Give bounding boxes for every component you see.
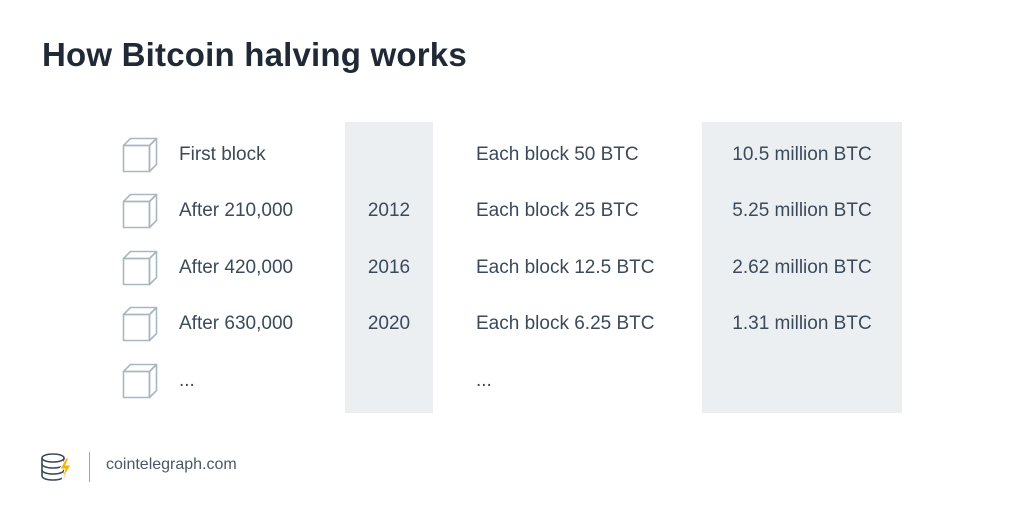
block-cube-icon (122, 363, 158, 399)
block-label: ... (179, 370, 195, 391)
year-column-background (345, 122, 433, 413)
block-reward: Each block 25 BTC (476, 200, 639, 221)
cointelegraph-logo-icon (41, 453, 72, 481)
halving-row: After 630,000 2020 Each block 6.25 BTC 1… (0, 304, 1024, 344)
halving-year: 2020 (367, 313, 411, 334)
total-supply: 10.5 million BTC (732, 144, 872, 165)
block-label: After 210,000 (179, 200, 294, 221)
halving-year (345, 135, 433, 175)
halving-row: ... ... (0, 361, 1024, 401)
total-supply: 1.31 million BTC (732, 313, 872, 334)
block-reward: Each block 6.25 BTC (476, 313, 655, 334)
block-cube-icon (122, 306, 158, 342)
halving-year (345, 361, 433, 401)
block-label: After 630,000 (179, 313, 294, 334)
block-cube-icon (122, 193, 158, 229)
halving-year: 2012 (367, 200, 411, 221)
footer-divider (89, 452, 90, 482)
total-supply: 2.62 million BTC (732, 257, 872, 278)
halving-year: 2016 (367, 257, 411, 278)
block-label: First block (179, 144, 266, 165)
halving-row: First block Each block 50 BTC 10.5 milli… (0, 135, 1024, 175)
block-reward: Each block 50 BTC (476, 144, 639, 165)
block-cube-icon (122, 137, 158, 173)
block-label: After 420,000 (179, 257, 294, 278)
total-supply (702, 361, 902, 401)
block-cube-icon (122, 250, 158, 286)
halving-row: After 420,000 2016 Each block 12.5 BTC 2… (0, 248, 1024, 288)
total-supply: 5.25 million BTC (732, 200, 872, 221)
halving-row: After 210,000 2012 Each block 25 BTC 5.2… (0, 191, 1024, 231)
block-reward: ... (476, 370, 492, 391)
block-reward: Each block 12.5 BTC (476, 257, 655, 278)
page-title: How Bitcoin halving works (42, 36, 467, 73)
total-column-background (702, 122, 902, 413)
footer-site-name: cointelegraph.com (106, 456, 237, 473)
